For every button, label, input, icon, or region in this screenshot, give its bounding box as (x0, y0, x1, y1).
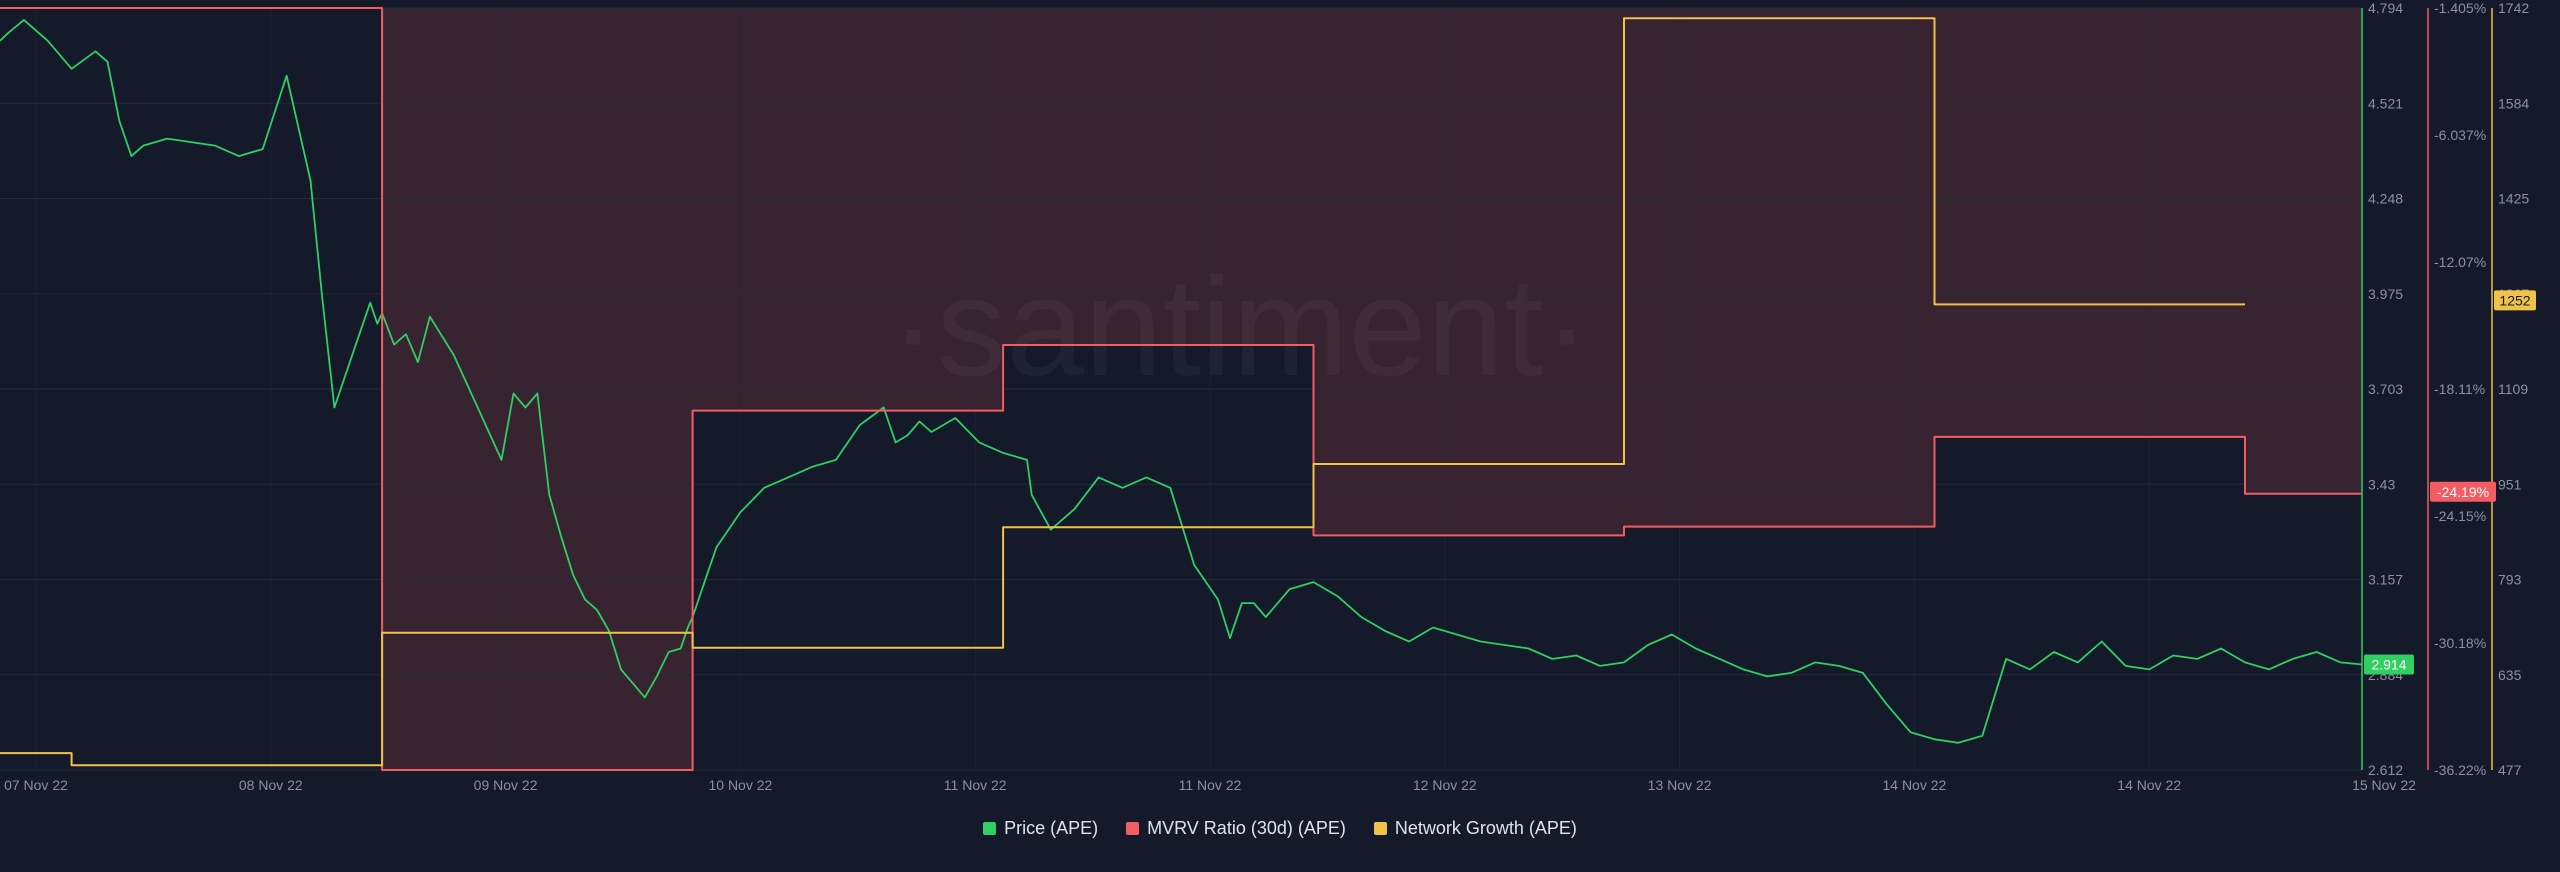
network-growth-line (0, 17, 2245, 767)
x-tick-label: 12 Nov 22 (1413, 777, 1477, 793)
price-badge-bg (2364, 654, 2414, 675)
network-tick-label: 477 (2498, 762, 2522, 778)
network-badge-text: 1252 (2499, 292, 2530, 308)
network-tick-label: 1742 (2498, 0, 2529, 16)
mvrv-tick-label: -6.037% (2434, 127, 2486, 143)
mvrv-tick-label: -36.22% (2434, 762, 2486, 778)
mvrv-tick-label: -18.11% (2434, 381, 2485, 397)
legend-label-price: Price (APE) (1004, 818, 1099, 838)
x-tick-label: 14 Nov 22 (2117, 777, 2181, 793)
x-tick-label: 07 Nov 22 (4, 777, 68, 793)
price-tick-label: 4.521 (2368, 95, 2403, 111)
chart-legend: Price (APE) MVRV Ratio (30d) (APE) Netwo… (0, 818, 2560, 839)
mvrv-line (0, 7, 2362, 771)
legend-item-price[interactable]: Price (APE) (983, 818, 1098, 839)
legend-swatch-price (983, 822, 997, 835)
network-tick-label: 1425 (2498, 191, 2529, 207)
price-line (0, 19, 2363, 744)
x-tick-label: 13 Nov 22 (1648, 777, 1712, 793)
network-tick-label: 1109 (2498, 381, 2528, 397)
legend-label-mvrv: MVRV Ratio (30d) (APE) (1147, 818, 1346, 838)
legend-item-network[interactable]: Network Growth (APE) (1373, 818, 1577, 839)
network-tick-label: 635 (2498, 667, 2522, 683)
x-tick-label: 14 Nov 22 (1882, 777, 1946, 793)
price-tick-label: 3.157 (2368, 572, 2403, 588)
network-tick-label: 793 (2498, 572, 2522, 588)
mvrv-tick-label: -1.405% (2434, 0, 2486, 16)
x-tick-label: 11 Nov 22 (1179, 777, 1242, 793)
legend-item-mvrv[interactable]: MVRV Ratio (30d) (APE) (1126, 818, 1346, 839)
price-tick-label: 3.703 (2368, 381, 2403, 397)
x-tick-label: 08 Nov 22 (239, 777, 303, 793)
x-tick-label: 09 Nov 22 (474, 777, 538, 793)
legend-label-network: Network Growth (APE) (1394, 818, 1577, 838)
network-badge-bg (2494, 290, 2536, 311)
network-tick-label: 951 (2498, 476, 2522, 492)
legend-swatch-mvrv (1126, 822, 1140, 835)
price-tick-label: 3.43 (2368, 476, 2395, 492)
mvrv-tick-label: -30.18% (2434, 635, 2486, 651)
mvrv-tick-label: -12.07% (2434, 254, 2486, 270)
x-tick-label: 11 Nov 22 (944, 777, 1007, 793)
price-badge-text: 2.914 (2371, 657, 2406, 673)
x-tick-label: 15 Nov 22 (2352, 777, 2416, 793)
watermark: ·santiment· (890, 248, 1590, 405)
network-tick-label: 1584 (2498, 95, 2529, 111)
price-badge: 2.914 (2364, 654, 2414, 675)
network-badge: 1252 (2494, 290, 2536, 311)
price-tick-label: 4.794 (2368, 0, 2403, 16)
x-tick-label: 10 Nov 22 (708, 777, 772, 793)
price-tick-label: 2.612 (2368, 762, 2403, 778)
mvrv-badge-text: -24.19% (2437, 484, 2489, 500)
legend-swatch-network (1373, 822, 1387, 835)
price-tick-label: 3.975 (2368, 286, 2403, 302)
mvrv-badge-bg (2430, 481, 2496, 502)
mvrv-badge: -24.19% (2430, 481, 2496, 502)
mvrv-tick-label: -24.15% (2434, 508, 2486, 524)
price-tick-label: 4.248 (2368, 191, 2403, 207)
